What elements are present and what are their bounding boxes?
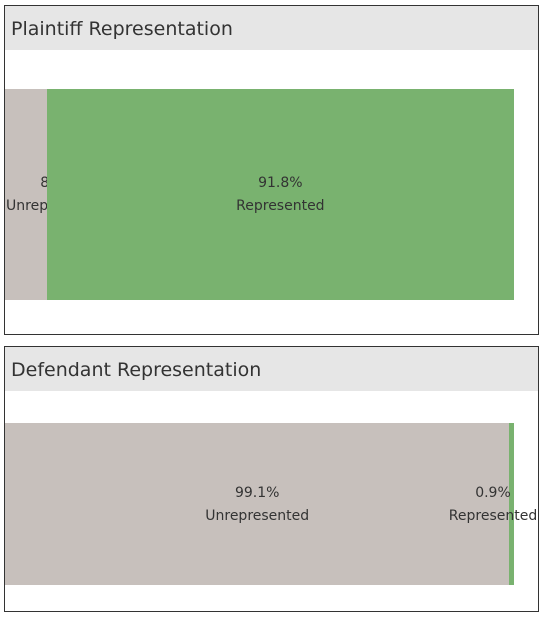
data-label: 99.1% Unrepresented [205,482,309,528]
percent-label: 99.1% [234,485,280,501]
bar-segment-represented [46,89,514,300]
panel-title: Defendant Representation [5,347,538,391]
category-label: Unrepresented [205,508,310,524]
category-label: Represented [448,508,538,524]
category-label: Represented [236,198,325,214]
bar-segment-unrepresented [5,89,47,300]
data-label: 91.8% Represented [236,172,324,218]
bar-segment-represented [509,423,514,585]
defendant-representation-panel: Defendant Representation 99.1% Unrepresen… [4,346,539,612]
bar-segment-unrepresented [5,423,510,585]
plaintiff-representation-panel: Plaintiff Representation 8.2%Unrepresent… [4,5,539,335]
percent-label: 0.9% [475,485,511,501]
panel-title: Plaintiff Representation [5,6,538,50]
percent-label: 91.8% [258,175,303,191]
data-label: 0.9% Represented [449,482,537,528]
